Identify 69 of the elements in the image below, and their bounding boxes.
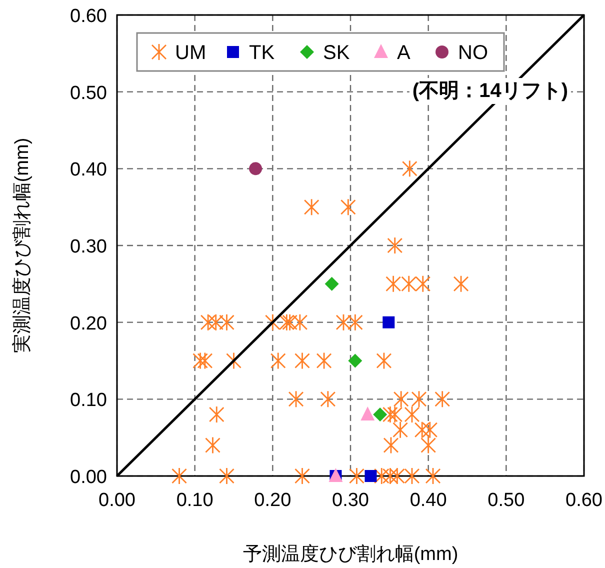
point [219, 314, 234, 332]
point [349, 467, 364, 485]
point [197, 352, 213, 370]
point [294, 467, 310, 485]
point [208, 314, 224, 332]
x-tick-label: 0.20 [254, 490, 292, 511]
legend-label: UM [175, 42, 206, 64]
point [336, 314, 352, 332]
point [200, 314, 216, 332]
point [434, 390, 450, 408]
point [208, 406, 224, 424]
point [205, 436, 220, 454]
point [270, 352, 286, 370]
x-tick-label: 0.00 [98, 490, 136, 511]
point [386, 275, 402, 293]
point [376, 352, 392, 370]
point [415, 275, 431, 293]
point [219, 467, 234, 485]
legend-label: TK [249, 42, 276, 64]
point [387, 236, 403, 254]
y-tick-label: 0.20 [70, 313, 107, 334]
legend-label: SK [323, 42, 350, 64]
point [383, 436, 399, 454]
point [347, 314, 363, 332]
y-tick-label: 0.60 [70, 6, 107, 27]
annotation: (不明：14リフト) [412, 80, 568, 102]
point [360, 406, 375, 421]
x-tick-label: 0.50 [488, 490, 525, 511]
point [373, 408, 388, 422]
point [304, 198, 320, 216]
point [393, 390, 409, 408]
y-tick-label: 0.50 [70, 82, 107, 104]
point [292, 314, 308, 332]
y-axis-title: 実測温度ひび割れ幅(mm) [11, 138, 33, 354]
x-tick-label: 0.10 [176, 490, 214, 511]
point [425, 467, 441, 485]
y-tick-label: 0.30 [70, 236, 107, 258]
point [320, 390, 336, 408]
point [382, 316, 395, 328]
y-tick-label: 0.40 [70, 160, 107, 181]
x-tick-label: 0.60 [566, 490, 602, 511]
point [249, 162, 262, 176]
point [382, 467, 398, 485]
legend-label: NO [458, 42, 488, 64]
point [348, 354, 362, 368]
x-tick-label: 0.40 [410, 490, 447, 511]
point [278, 314, 294, 332]
point [401, 275, 417, 293]
point [404, 467, 420, 485]
point [282, 314, 298, 332]
point [192, 352, 208, 370]
point [453, 275, 469, 293]
y-tick-label: 0.10 [70, 390, 107, 412]
point [422, 421, 438, 439]
point [390, 467, 405, 485]
x-axis-title: 予測温度ひび割れ幅(mm) [242, 543, 458, 565]
point [402, 160, 418, 178]
point [374, 467, 390, 485]
point [288, 390, 304, 408]
point [340, 198, 356, 216]
y-tick-label: 0.00 [70, 467, 107, 488]
legend-label: A [397, 42, 411, 64]
point [324, 276, 339, 291]
point [316, 352, 332, 370]
point [364, 470, 377, 482]
point [411, 390, 427, 408]
point [294, 352, 310, 370]
x-tick-label: 0.30 [332, 490, 369, 511]
point [172, 467, 187, 485]
